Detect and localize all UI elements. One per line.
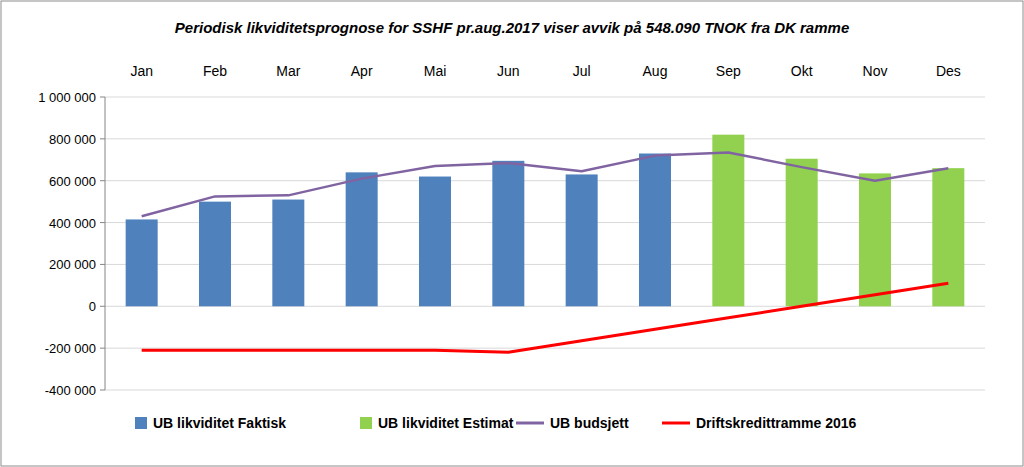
tick-mark: [100, 97, 105, 98]
grid-line: [105, 306, 985, 307]
category-label: Sep: [716, 63, 741, 79]
bar: [639, 154, 671, 307]
plot-area: [126, 135, 965, 353]
y-tick-label: -200 000: [45, 341, 96, 356]
bar: [566, 174, 598, 306]
legend-swatch: [360, 417, 372, 429]
y-tick-label: 800 000: [49, 132, 96, 147]
legend-label: UB likviditet Faktisk: [153, 415, 286, 431]
legend-swatch: [135, 417, 147, 429]
category-label: Jul: [573, 63, 591, 79]
chart: Periodisk likviditetsprognose for SSHF p…: [0, 0, 1024, 467]
category-label: Mar: [276, 63, 300, 79]
bar: [419, 177, 451, 307]
category-label: Jan: [130, 63, 153, 79]
category-label: Mai: [424, 63, 447, 79]
bar: [786, 159, 818, 307]
bar: [859, 173, 891, 306]
y-tick-label: 600 000: [49, 174, 96, 189]
title: Periodisk likviditetsprognose for SSHF p…: [175, 19, 849, 36]
y-axis: [105, 97, 106, 390]
tick-mark: [100, 264, 105, 265]
category-label: Jun: [497, 63, 520, 79]
bar: [272, 200, 304, 307]
bar: [199, 202, 231, 307]
tick-mark: [100, 348, 105, 349]
y-tick-label: 200 000: [49, 257, 96, 272]
category-label: Nov: [863, 63, 888, 79]
bar: [126, 219, 158, 306]
bar: [712, 135, 744, 307]
grid-line: [105, 97, 985, 98]
grid-line: [105, 264, 985, 265]
grid-line: [105, 180, 985, 181]
tick-mark: [100, 180, 105, 181]
y-tick-label: -400 000: [45, 383, 96, 398]
y-tick-label: 0: [89, 299, 96, 314]
tick-mark: [100, 138, 105, 139]
grid-line: [105, 138, 985, 139]
line: [142, 283, 949, 352]
legend-label: Driftskredittramme 2016: [696, 415, 857, 431]
legend-label: UB budsjett: [550, 415, 629, 431]
bar: [492, 161, 524, 306]
legend-swatch: [516, 422, 544, 425]
category-label: Apr: [351, 63, 373, 79]
chart-frame: [1, 1, 1023, 466]
line: [142, 152, 949, 216]
legend-label: UB likviditet Estimat: [378, 415, 514, 431]
y-tick-label: 400 000: [49, 216, 96, 231]
legend-swatch: [662, 422, 690, 425]
y-tick-label: 1 000 000: [38, 90, 96, 105]
grid-line: [105, 390, 985, 391]
grid-line: [105, 222, 985, 223]
category-label: Aug: [643, 63, 668, 79]
category-label: Des: [936, 63, 961, 79]
category-label: Feb: [203, 63, 227, 79]
tick-mark: [100, 222, 105, 223]
bar: [346, 172, 378, 306]
category-label: Okt: [791, 63, 813, 79]
tick-mark: [100, 306, 105, 307]
tick-mark: [100, 390, 105, 391]
